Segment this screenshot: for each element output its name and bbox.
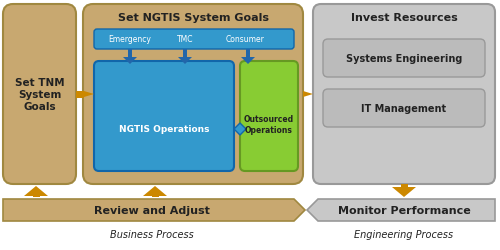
Polygon shape [303, 92, 313, 98]
Text: Emergency: Emergency [108, 35, 152, 44]
Polygon shape [392, 187, 416, 197]
Bar [152, 196, 158, 197]
Bar [183, 50, 187, 58]
Polygon shape [234, 124, 246, 136]
Text: Set TNM
System
Goals: Set TNM System Goals [14, 78, 64, 111]
Text: Review and Adjust: Review and Adjust [94, 205, 210, 215]
Text: TMC: TMC [177, 35, 193, 44]
FancyBboxPatch shape [83, 5, 303, 184]
Polygon shape [143, 186, 167, 196]
Text: Monitor Performance: Monitor Performance [338, 205, 470, 215]
Polygon shape [24, 186, 48, 196]
Polygon shape [307, 199, 495, 221]
Bar [400, 184, 407, 187]
FancyBboxPatch shape [323, 90, 485, 128]
Text: Engineering Process: Engineering Process [354, 229, 454, 239]
Polygon shape [84, 92, 94, 98]
Polygon shape [178, 58, 192, 65]
FancyBboxPatch shape [240, 62, 298, 171]
Text: Business Process: Business Process [110, 229, 194, 239]
Bar [76, 91, 84, 98]
Bar [128, 50, 132, 58]
Text: Outsourced
Operations: Outsourced Operations [244, 115, 294, 134]
FancyBboxPatch shape [94, 30, 294, 50]
Polygon shape [241, 58, 255, 65]
Bar [32, 196, 40, 197]
FancyBboxPatch shape [313, 5, 495, 184]
Polygon shape [3, 199, 305, 221]
Text: IT Management: IT Management [362, 104, 446, 114]
Text: Invest Resources: Invest Resources [350, 13, 458, 23]
Text: Set NGTIS System Goals: Set NGTIS System Goals [118, 13, 268, 23]
Text: Consumer: Consumer [226, 35, 264, 44]
FancyBboxPatch shape [323, 40, 485, 78]
Text: Systems Engineering: Systems Engineering [346, 54, 462, 64]
Bar [246, 50, 250, 58]
Polygon shape [123, 58, 137, 65]
FancyBboxPatch shape [3, 5, 76, 184]
Text: NGTIS Operations: NGTIS Operations [119, 125, 209, 134]
FancyBboxPatch shape [94, 62, 234, 171]
